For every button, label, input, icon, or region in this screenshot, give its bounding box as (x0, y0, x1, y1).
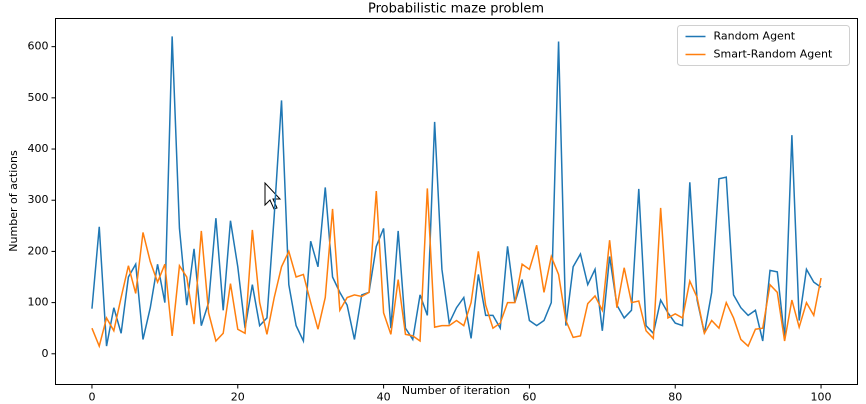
chart-title: Probabilistic maze problem (368, 2, 544, 17)
legend-label: Smart-Random Agent (714, 48, 834, 61)
y-axis-label: Number of actions (7, 150, 20, 252)
x-tick-label: 0 (88, 391, 95, 404)
x-tick-label: 80 (668, 391, 682, 404)
y-tick-label: 600 (28, 40, 49, 53)
plot-frame (55, 18, 858, 385)
x-tick-label: 40 (377, 391, 391, 404)
mouse-cursor (264, 181, 282, 210)
x-axis-label: Number of iteration (402, 384, 510, 397)
x-tick-label: 20 (231, 391, 245, 404)
series-line (91, 188, 822, 349)
y-tick-label: 300 (28, 193, 49, 206)
x-tick-label: 60 (522, 391, 536, 404)
y-tick-label: 500 (28, 91, 49, 104)
series-line (91, 36, 822, 347)
legend-label: Random Agent (714, 30, 796, 43)
y-tick-label: 200 (28, 244, 49, 257)
y-tick-label: 0 (42, 347, 49, 360)
x-tick-label: 100 (811, 391, 832, 404)
y-tick-label: 100 (28, 296, 49, 309)
y-tick-label: 400 (28, 142, 49, 155)
legend-box (677, 25, 850, 66)
